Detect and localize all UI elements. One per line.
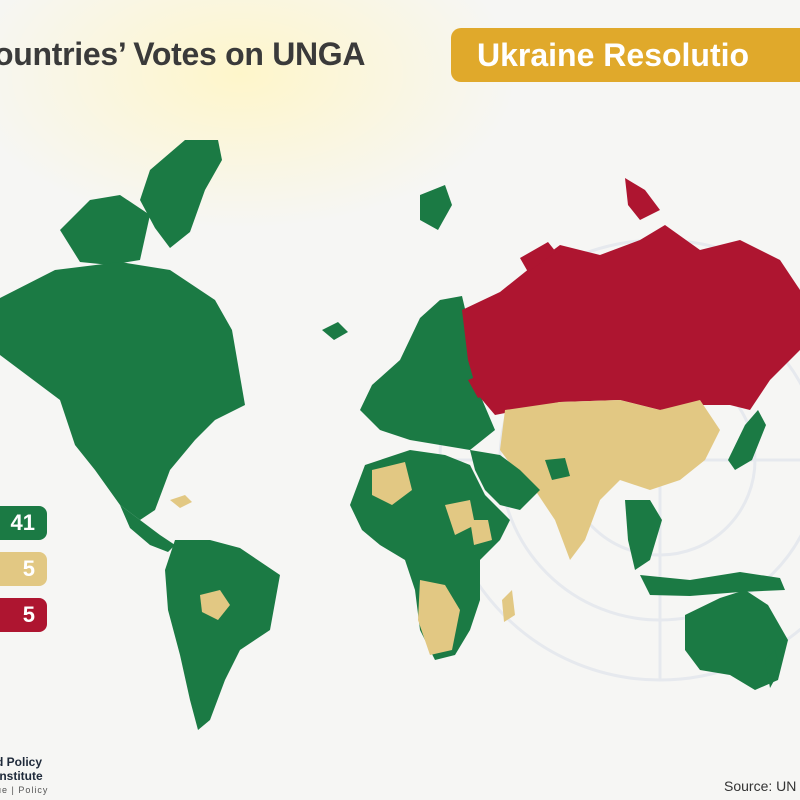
legend-no: 5 [0,598,47,632]
institute-logo: d Policy Institute ue | Policy [0,755,48,797]
region-greenland [140,140,222,248]
logo-tagline: ue | Policy [0,785,49,795]
region-southeast-asia [625,500,662,570]
region-central-america [120,505,175,552]
region-south-america [165,540,280,730]
region-europe [360,296,495,450]
logo-line1: d Policy [0,755,43,769]
region-iceland [322,322,348,340]
region-bolivia [200,590,230,620]
legend-abstain: 5 [0,552,47,586]
region-russia [462,225,800,415]
region-north-america [0,262,245,520]
region-indonesia [640,572,785,596]
region-russia-islands [520,178,660,272]
page-title: ountries’ Votes on UNGA [0,36,366,72]
source-credit: Source: UN [724,778,797,794]
region-svalbard [420,185,452,230]
region-africa-abstain [372,462,492,655]
region-australia [685,590,788,690]
legend-yes: 41 [0,506,47,540]
region-madagascar [502,590,515,622]
region-japan [728,410,766,470]
region-middle-east [470,450,540,510]
logo-line2: Institute [0,769,43,783]
region-afghanistan [545,458,570,480]
region-caribbean [170,495,192,508]
region-asia-abstain [500,400,720,560]
region-new-zealand [765,650,780,688]
region-arctic-islands [60,195,150,265]
resolution-badge: Ukraine Resolutio [451,28,800,82]
